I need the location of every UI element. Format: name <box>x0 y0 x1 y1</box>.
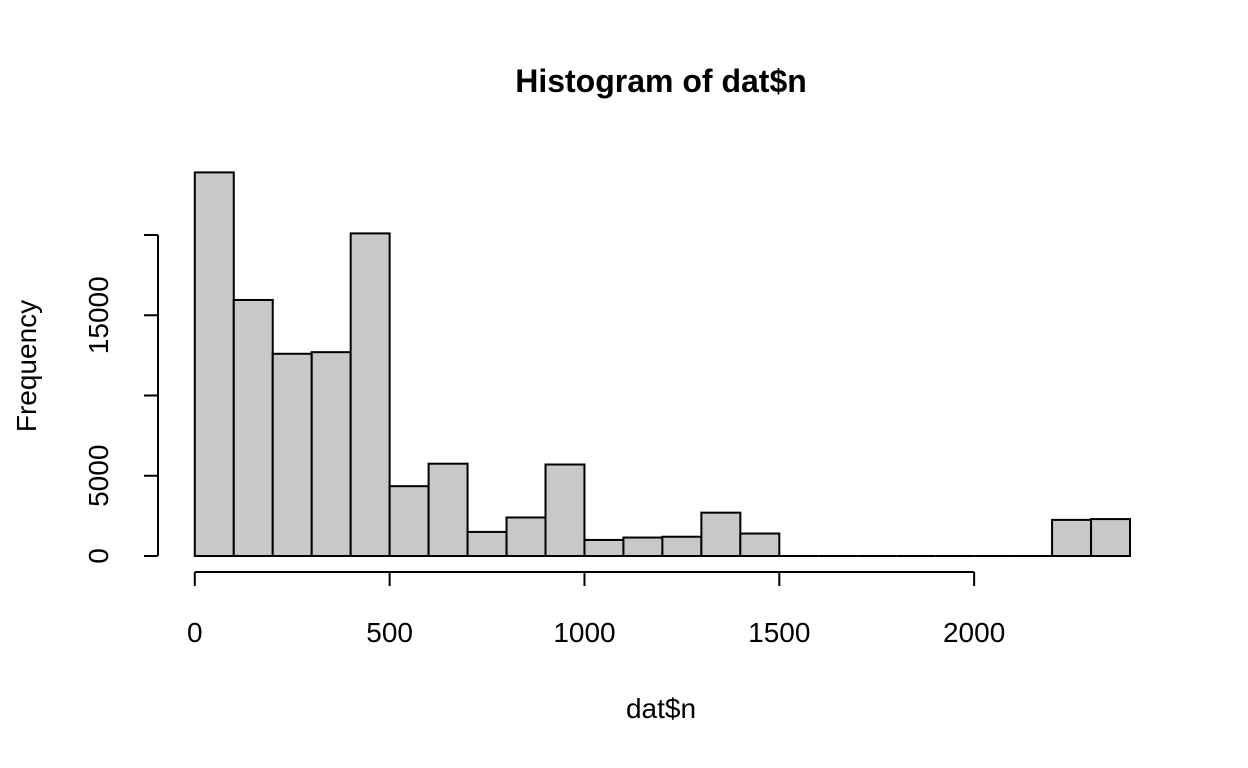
x-tick-label: 1000 <box>553 617 615 648</box>
histogram-bar <box>661 535 703 557</box>
histogram-bar <box>466 530 508 557</box>
histogram-bar <box>1051 518 1093 558</box>
x-tick-label: 0 <box>187 617 203 648</box>
y-tick-label: 5000 <box>83 445 114 507</box>
histogram-bar <box>622 536 664 557</box>
histogram-bar <box>232 299 274 557</box>
histogram-bar <box>193 171 235 557</box>
histogram-bar <box>349 232 391 558</box>
x-axis-label: dat$n <box>626 693 696 724</box>
y-tick-label: 15000 <box>83 276 114 354</box>
histogram-bar <box>427 462 469 557</box>
x-tick-label: 1500 <box>748 617 810 648</box>
y-axis-label: Frequency <box>11 300 42 432</box>
bars <box>193 171 1131 558</box>
histogram-bar <box>1090 518 1131 558</box>
histogram-bar <box>583 538 625 558</box>
histogram-bar <box>739 532 781 558</box>
x-axis: 0 500 1000 1500 2000 <box>187 571 1005 648</box>
histogram-bar <box>700 511 742 557</box>
histogram-bar <box>505 516 547 557</box>
chart-title: Histogram of dat$n <box>515 63 807 99</box>
x-tick-label: 500 <box>366 617 413 648</box>
y-axis: 0 5000 15000 <box>83 234 159 564</box>
histogram-bar <box>271 352 313 557</box>
x-tick-label: 2000 <box>943 617 1005 648</box>
y-tick-label: 0 <box>83 548 114 564</box>
histogram-bar <box>310 351 352 558</box>
histogram-bar <box>544 463 586 558</box>
histogram-bar <box>388 485 430 557</box>
